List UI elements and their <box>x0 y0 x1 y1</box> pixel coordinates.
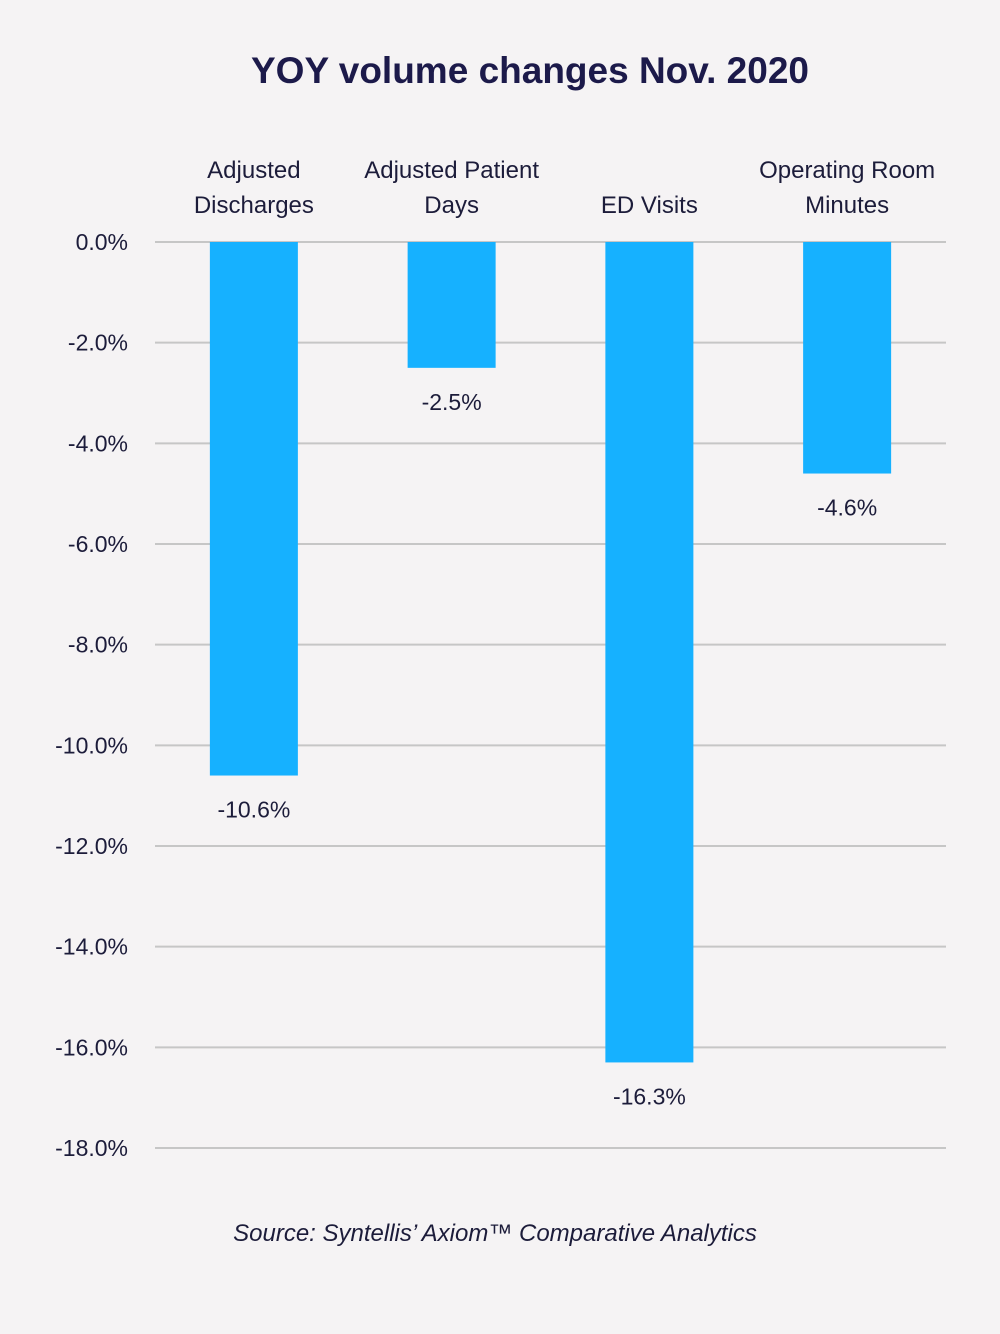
y-tick-label: -10.0% <box>55 732 128 758</box>
bar-value-label: -10.6% <box>217 797 290 823</box>
bar-value-label: -4.6% <box>817 495 877 521</box>
category-label: Minutes <box>805 192 889 219</box>
bar-value-label: -2.5% <box>422 389 482 415</box>
bar <box>407 242 496 368</box>
bar <box>605 242 694 1063</box>
category-label: Discharges <box>194 192 314 219</box>
category-label: ED Visits <box>601 192 698 219</box>
y-tick-label: -16.0% <box>55 1034 128 1060</box>
category-label: Operating Room <box>759 157 935 184</box>
y-tick-label: -2.0% <box>68 330 128 356</box>
bar <box>209 242 298 776</box>
bar-value-label: -16.3% <box>613 1083 686 1109</box>
data-labels: -10.6% -2.5% -16.3% -4.6% <box>217 389 877 1110</box>
category-labels: Adjusted Discharges Adjusted Patient Days ED… <box>194 157 935 219</box>
category-label: Adjusted Patient <box>364 157 539 184</box>
y-tick-label: -14.0% <box>55 934 128 960</box>
y-tick-label: 0.0% <box>76 229 128 255</box>
y-tick-label: -12.0% <box>55 833 128 859</box>
category-label: Adjusted <box>207 157 300 184</box>
y-tick-label: -4.0% <box>68 430 128 456</box>
y-tick-label: -8.0% <box>68 632 128 658</box>
y-axis-ticks: 0.0% -2.0% -4.0% -6.0% -8.0% -10.0% -12.0% -14.… <box>55 229 128 1161</box>
bars <box>209 242 892 1063</box>
bar <box>803 242 892 474</box>
category-label: Days <box>424 192 479 219</box>
y-tick-label: -18.0% <box>55 1135 128 1161</box>
y-tick-label: -6.0% <box>68 531 128 557</box>
source-note: Source: Syntellis’ Axiom™ Comparative An… <box>233 1220 757 1247</box>
chart-title: YOY volume changes Nov. 2020 <box>251 50 809 91</box>
